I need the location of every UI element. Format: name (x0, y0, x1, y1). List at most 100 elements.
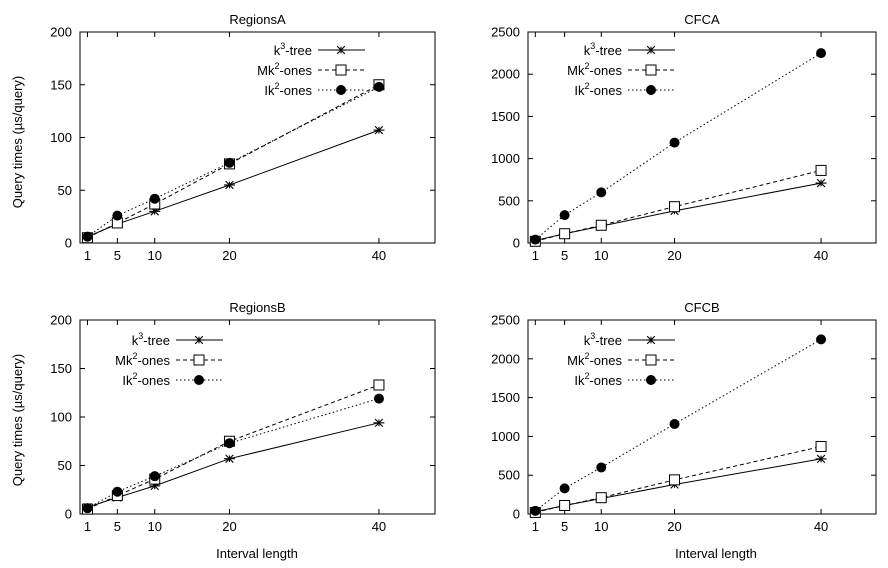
data-point-mk2 (595, 219, 607, 231)
data-point-ik2 (224, 157, 235, 168)
legend: k3-tree Mk2-ones Ik2-ones (115, 331, 223, 388)
x-tick-label: 40 (372, 248, 386, 263)
chart-panel-regionsa: RegionsA 0 50 100 150 200 1 5 10 20 40 k3-tree Mk2-o… (50, 12, 436, 263)
x-tick-label: 40 (814, 248, 828, 263)
legend-label-mk2: Mk2-ones (567, 351, 622, 368)
legend-label-k3: k3-tree (132, 331, 170, 348)
y-tick-label: 0 (65, 507, 72, 522)
series-ik2 (530, 334, 827, 516)
data-point-ik2 (82, 231, 93, 242)
series-line-ik2 (87, 398, 380, 509)
y-tick-label: 1000 (491, 429, 520, 444)
data-point-ik2 (816, 48, 827, 59)
plot-frame (527, 31, 877, 244)
legend-label-ik2: Ik2-ones (574, 371, 622, 388)
y-tick-label: 2000 (491, 351, 520, 366)
legend-marker-k3 (335, 45, 347, 55)
y-tick-label: 200 (50, 313, 72, 328)
data-point-ik2 (112, 210, 123, 221)
legend-marker-mk2 (645, 64, 657, 76)
legend-label-mk2: Mk2-ones (257, 61, 312, 78)
x-tick-label: 10 (148, 248, 162, 263)
y-tick-label: 50 (58, 183, 72, 198)
legend-marker-ik2 (336, 85, 346, 95)
y-axis-label-top: Query times (µs/query) (10, 76, 25, 208)
data-point-k3 (815, 178, 827, 188)
data-point-k3 (223, 454, 235, 463)
legend-marker-mk2 (645, 354, 657, 366)
data-point-ik2 (596, 187, 607, 198)
y-tick-label: 0 (513, 236, 520, 251)
x-axis-label-left: Interval length (216, 546, 298, 561)
x-tick-label: 1 (84, 248, 91, 263)
legend-marker-k3 (645, 335, 657, 345)
data-point-mk2 (559, 499, 571, 511)
chart-panel-cfcb: CFCB 0 500 1000 1500 2000 2500 1 5 10 20 40 k3-tree M… (491, 300, 877, 534)
legend-marker-ik2 (646, 85, 656, 95)
data-point-ik2 (559, 210, 570, 221)
x-tick-label: 10 (148, 519, 162, 534)
y-tick-label: 50 (58, 458, 72, 473)
legend-label-ik2: Ik2-ones (122, 371, 170, 388)
chart-title: RegionsB (229, 300, 285, 315)
data-point-ik2 (530, 505, 541, 516)
legend-marker-mk2 (193, 354, 205, 366)
x-tick-label: 1 (84, 519, 91, 534)
y-tick-label: 500 (498, 193, 520, 208)
data-point-ik2 (596, 462, 607, 473)
y-tick-label: 150 (50, 77, 72, 92)
y-axis-label-bottom: Query times (µs/query) (10, 354, 25, 486)
data-point-mk2 (815, 440, 827, 452)
x-tick-label: 20 (667, 519, 681, 534)
y-tick-label: 0 (513, 507, 520, 522)
chart-panel-cfca: CFCA 0 500 1000 1500 2000 2500 1 5 10 20 40 k3-tree M… (491, 12, 877, 263)
data-point-ik2 (224, 438, 235, 449)
y-tick-label: 1500 (491, 109, 520, 124)
chart-title: CFCA (684, 12, 720, 27)
x-tick-label: 1 (532, 519, 539, 534)
x-tick-label: 1 (532, 248, 539, 263)
data-point-ik2 (82, 503, 93, 514)
x-tick-label: 20 (222, 519, 236, 534)
x-tick-label: 5 (561, 519, 568, 534)
y-tick-label: 500 (498, 468, 520, 483)
y-tick-label: 0 (65, 236, 72, 251)
series-ik2 (530, 48, 827, 245)
chart-panel-regionsb: RegionsB 0 50 100 150 200 1 5 10 20 40 k3-tree Mk2-o… (50, 300, 436, 534)
data-point-ik2 (149, 193, 160, 204)
legend-label-k3: k3-tree (584, 41, 622, 58)
y-tick-label: 200 (50, 25, 72, 40)
data-point-mk2 (595, 492, 607, 504)
x-tick-label: 20 (222, 248, 236, 263)
data-point-ik2 (559, 483, 570, 494)
y-tick-label: 2500 (491, 313, 520, 328)
series-line-ik2 (534, 338, 822, 512)
y-tick-label: 1000 (491, 151, 520, 166)
x-tick-label: 5 (114, 519, 121, 534)
series-mk2 (529, 440, 827, 518)
y-tick-label: 1500 (491, 390, 520, 405)
legend-marker-k3 (645, 45, 657, 55)
chart-title: CFCB (684, 300, 719, 315)
series-ik2 (82, 393, 384, 514)
x-tick-label: 10 (594, 248, 608, 263)
x-axis-label-right: Interval length (675, 546, 757, 561)
legend: k3-tree Mk2-ones Ik2-ones (567, 41, 675, 98)
legend: k3-tree Mk2-ones Ik2-ones (257, 41, 365, 98)
data-point-ik2 (530, 234, 541, 245)
data-point-k3 (373, 418, 385, 428)
legend-marker-ik2 (646, 375, 656, 385)
y-tick-label: 100 (50, 410, 72, 425)
data-point-mk2 (669, 201, 681, 213)
data-point-k3 (373, 125, 385, 135)
data-point-ik2 (816, 334, 827, 345)
legend-label-ik2: Ik2-ones (264, 81, 312, 98)
y-tick-label: 150 (50, 361, 72, 376)
legend-label-k3: k3-tree (584, 331, 622, 348)
legend-label-ik2: Ik2-ones (574, 81, 622, 98)
series-line-ik2 (87, 86, 380, 238)
data-point-ik2 (669, 137, 680, 148)
legend-label-k3: k3-tree (274, 41, 312, 58)
